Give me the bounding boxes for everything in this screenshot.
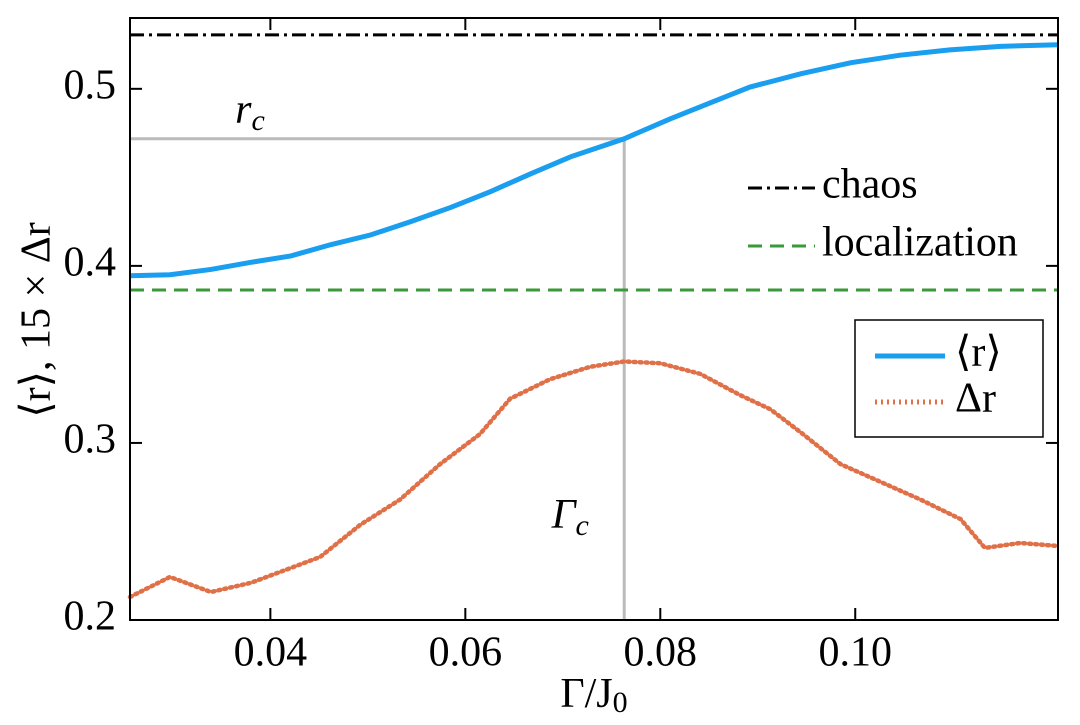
x-tick-label: 0.08: [624, 630, 698, 676]
legend-label: ⟨r⟩: [955, 330, 1002, 376]
series-line: [129, 42, 1059, 279]
legend-label: chaos: [822, 162, 918, 208]
reference-label-sub: c: [252, 104, 265, 137]
legend-label: localization: [822, 220, 1018, 266]
y-tick-label: 0.5: [64, 62, 117, 108]
reference-label: rc: [235, 86, 265, 136]
y-tick-label: 0.4: [64, 240, 117, 286]
reference-label-main: Γ: [551, 492, 578, 538]
y-tick-label: 0.2: [64, 594, 117, 640]
x-axis-label-main: Γ/J: [560, 671, 612, 717]
series-line: [127, 359, 1061, 600]
reference-label: Γc: [551, 492, 589, 542]
x-axis-label: Γ/J0: [560, 671, 627, 719]
y-axis-label: ⟨r⟩, 15 × Δr: [14, 222, 60, 417]
x-tick-label: 0.06: [429, 630, 503, 676]
reference-label-main: r: [235, 86, 252, 132]
x-axis-label-sub: 0: [613, 686, 628, 719]
reference-label-sub: c: [576, 509, 589, 542]
plot-frame: [129, 17, 1059, 621]
y-tick-label: 0.3: [64, 417, 117, 463]
legend-box: [854, 319, 1044, 438]
x-tick-label: 0.10: [818, 630, 892, 676]
x-tick-label: 0.04: [234, 630, 308, 676]
legend-label: Δr: [955, 376, 996, 422]
